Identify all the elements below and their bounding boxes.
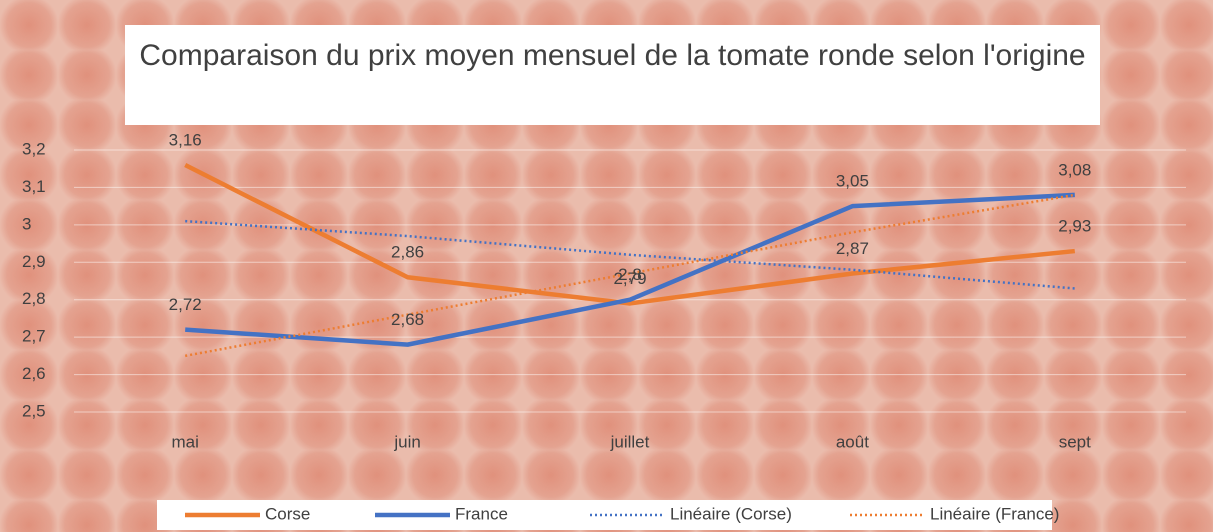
y-tick-label: 3 <box>22 214 31 233</box>
data-label: 2,86 <box>391 243 424 262</box>
chart: Comparaison du prix moyen mensuel de la … <box>0 0 1213 532</box>
data-label: 2,72 <box>169 295 202 314</box>
y-tick-label: 2,9 <box>22 252 46 271</box>
data-label: 2,68 <box>391 310 424 329</box>
data-label: 3,08 <box>1058 160 1091 179</box>
plot: 2,52,62,72,82,933,13,2maijuinjuilletaoût… <box>0 0 1213 532</box>
x-tick-label: juillet <box>610 432 650 451</box>
legend-label: Corse <box>265 504 310 523</box>
x-tick-label: août <box>836 432 869 451</box>
data-label: 3,05 <box>836 172 869 191</box>
y-tick-label: 2,8 <box>22 289 46 308</box>
y-tick-label: 2,5 <box>22 401 46 420</box>
data-label: 3,16 <box>169 130 202 149</box>
legend-label: Linéaire (Corse) <box>670 504 792 523</box>
y-tick-label: 2,7 <box>22 327 46 346</box>
data-label: 2,93 <box>1058 217 1091 236</box>
y-tick-label: 3,1 <box>22 177 46 196</box>
data-label: 2,8 <box>618 265 642 284</box>
legend-label: Linéaire (France) <box>930 504 1059 523</box>
x-tick-label: sept <box>1059 432 1091 451</box>
x-tick-label: juin <box>393 432 420 451</box>
y-tick-label: 3,2 <box>22 139 46 158</box>
data-label: 2,87 <box>836 239 869 258</box>
legend-label: France <box>455 504 508 523</box>
x-tick-label: mai <box>171 432 198 451</box>
y-tick-label: 2,6 <box>22 364 46 383</box>
